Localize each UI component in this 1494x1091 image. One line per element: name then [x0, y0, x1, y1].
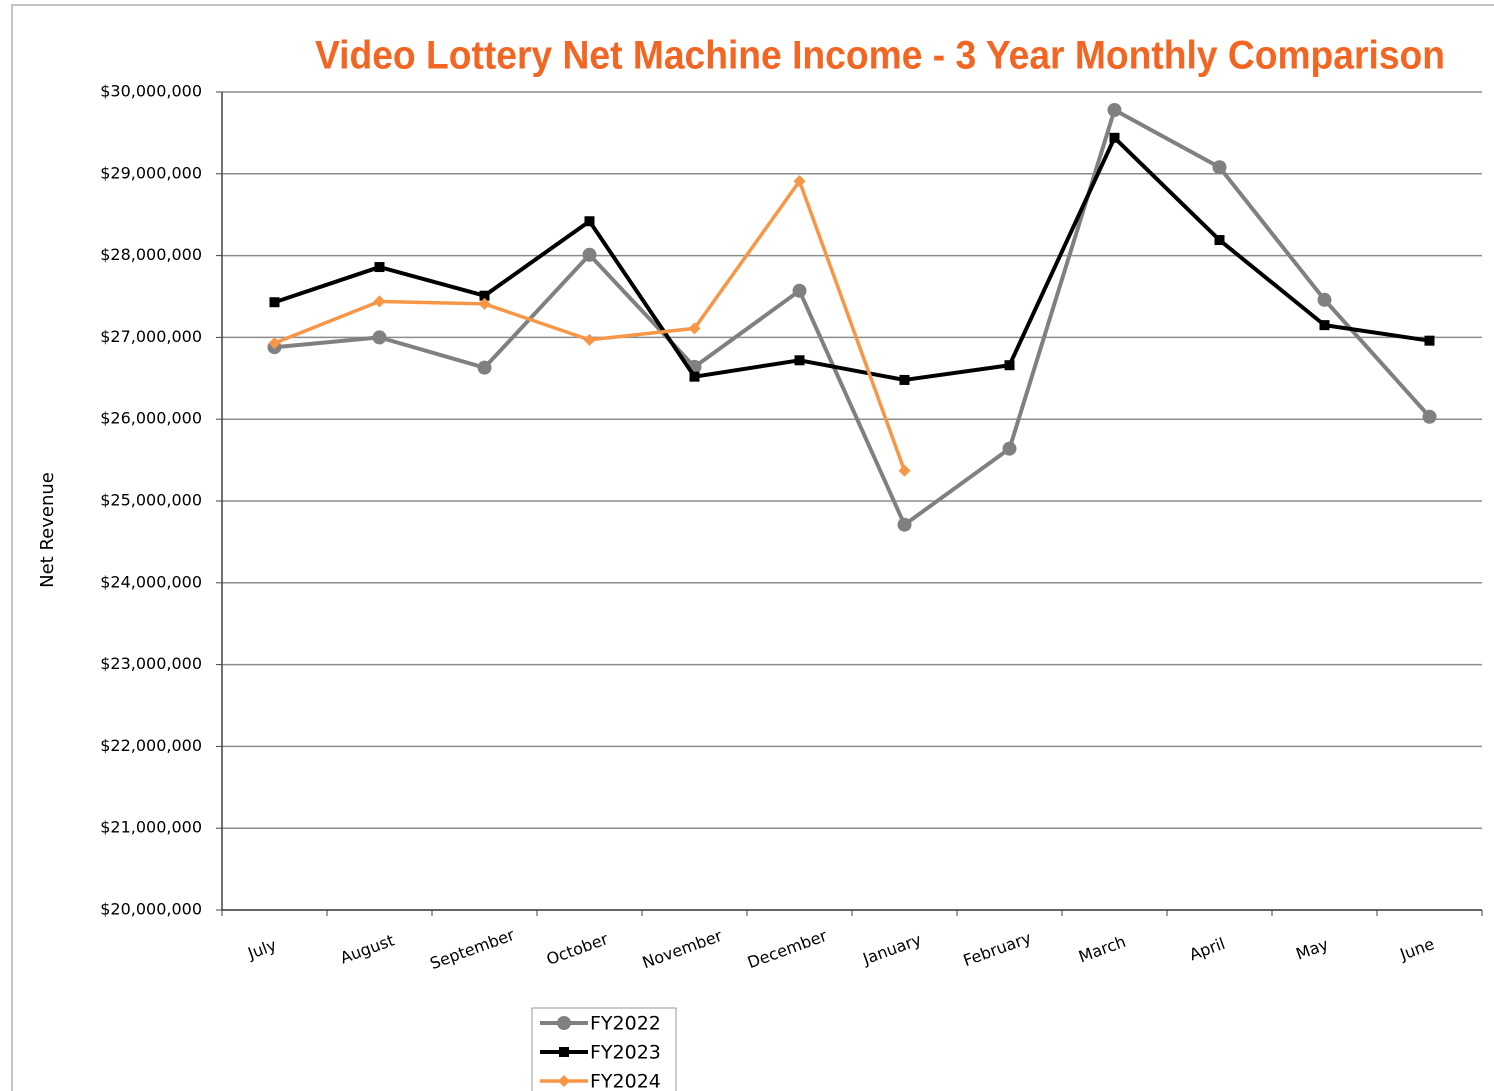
y-tick-label: $27,000,000: [100, 327, 202, 346]
data-point: [897, 517, 912, 532]
x-tick-label: May: [1293, 934, 1331, 963]
x-tick-label: January: [859, 930, 923, 969]
legend-label: FY2023: [590, 1042, 661, 1064]
x-tick-label: April: [1187, 934, 1228, 964]
chart-border: [11, 4, 1494, 1091]
x-tick-label: November: [640, 926, 725, 972]
data-point: [793, 175, 806, 188]
data-point: [794, 355, 805, 366]
data-point: [1002, 441, 1017, 456]
data-point: [477, 360, 492, 375]
x-tick-label: August: [338, 931, 397, 968]
x-tick-label: March: [1076, 932, 1128, 967]
data-point: [1107, 102, 1122, 117]
data-point: [1109, 132, 1120, 143]
legend-label: FY2022: [590, 1013, 661, 1035]
data-point: [1317, 292, 1332, 307]
data-point: [1424, 335, 1435, 346]
data-point: [1319, 320, 1330, 331]
data-point: [478, 297, 491, 310]
data-point: [899, 374, 910, 385]
data-point: [689, 371, 700, 382]
data-point: [372, 330, 387, 345]
data-point: [898, 464, 911, 477]
legend-marker: [558, 1075, 570, 1087]
y-tick-label: $24,000,000: [100, 572, 202, 591]
x-tick-label: October: [544, 929, 611, 969]
data-point: [584, 216, 595, 227]
data-point: [1004, 360, 1015, 371]
data-point: [268, 337, 281, 350]
y-tick-label: $25,000,000: [100, 491, 202, 510]
y-tick-label: $26,000,000: [100, 409, 202, 428]
data-point: [792, 283, 807, 298]
data-point: [1422, 409, 1437, 424]
data-point: [1214, 235, 1225, 246]
data-point: [583, 333, 596, 346]
x-tick-label: June: [1397, 934, 1437, 964]
y-tick-label: $29,000,000: [100, 163, 202, 182]
y-tick-label: $30,000,000: [100, 82, 202, 101]
legend-marker: [559, 1047, 569, 1057]
x-tick-label: July: [244, 935, 278, 963]
data-point: [479, 290, 490, 301]
y-tick-label: $28,000,000: [100, 245, 202, 264]
data-point: [1212, 160, 1227, 175]
data-point: [269, 297, 280, 308]
y-axis-label: Net Revenue: [37, 472, 58, 588]
legend-label: FY2024: [590, 1071, 661, 1091]
chart-title: Video Lottery Net Machine Income - 3 Yea…: [315, 34, 1445, 78]
x-tick-label: February: [961, 928, 1034, 970]
y-tick-label: $20,000,000: [100, 900, 202, 919]
data-point: [373, 295, 386, 308]
x-tick-label: September: [427, 925, 517, 973]
y-tick-label: $21,000,000: [100, 818, 202, 837]
legend-marker: [557, 1016, 571, 1030]
data-point: [582, 247, 597, 262]
data-point: [374, 262, 385, 273]
y-tick-label: $23,000,000: [100, 654, 202, 673]
series-line: [274, 107, 1431, 527]
data-point: [688, 322, 701, 335]
series-line: [273, 135, 1430, 382]
y-tick-label: $22,000,000: [100, 736, 202, 755]
x-tick-label: December: [745, 926, 830, 972]
